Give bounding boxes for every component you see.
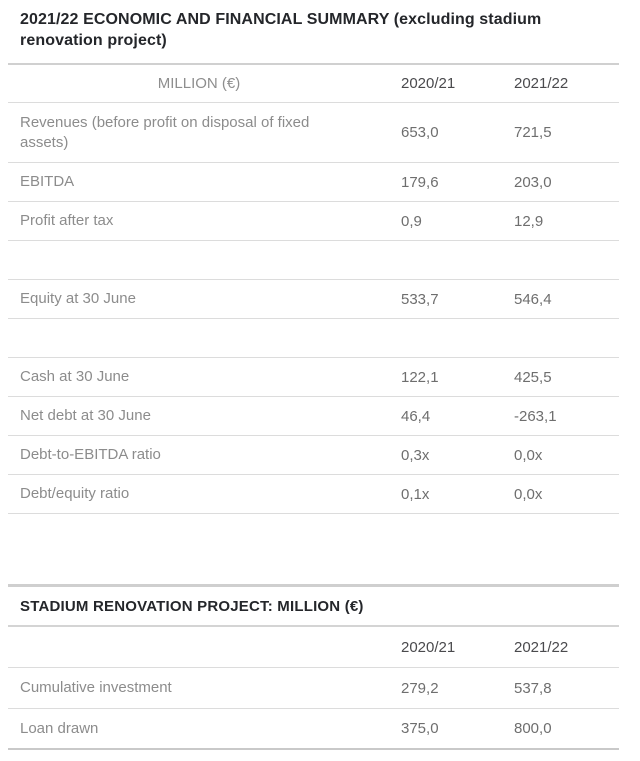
value-2020-21: 0,3x (401, 446, 430, 464)
row-label: Profit after tax (20, 212, 114, 229)
table-row-equity: Equity at 30 June 533,7 546,4 (8, 280, 619, 319)
value-2021-22: 800,0 (514, 720, 552, 737)
value-2021-22: 546,4 (514, 290, 552, 308)
table-row-debt-to-ebitda: Debt-to-EBITDA ratio 0,3x 0,0x (8, 436, 619, 475)
row-label: Loan drawn (20, 719, 99, 737)
table-row-profit-after-tax: Profit after tax 0,9 12,9 (8, 202, 619, 241)
value-2020-21: 533,7 (401, 290, 439, 308)
table-row-net-debt: Net debt at 30 June 46,4 -263,1 (8, 397, 619, 436)
value-2020-21: 375,0 (401, 720, 439, 737)
header-col-2021-22: 2021/22 (514, 638, 569, 656)
value-2020-21: 0,1x (401, 485, 430, 503)
table-row-debt-equity: Debt/equity ratio 0,1x 0,0x (8, 475, 619, 514)
table-row-cash: Cash at 30 June 122,1 425,5 (8, 358, 619, 397)
spacer-row (8, 319, 619, 358)
header-col-2020-21: 2020/21 (401, 75, 456, 92)
value-2021-22: 537,8 (514, 679, 552, 697)
value-2021-22: 721,5 (514, 124, 552, 141)
table-header-row: 2020/21 2021/22 (8, 627, 619, 668)
row-label: Cumulative investment (20, 679, 172, 696)
value-2021-22: 203,0 (514, 173, 552, 191)
value-2021-22: 0,0x (514, 446, 543, 464)
row-label: Net debt at 30 June (20, 407, 151, 424)
value-2020-21: 0,9 (401, 212, 422, 230)
table-row-loan-drawn: Loan drawn 375,0 800,0 (8, 709, 619, 750)
value-2020-21: 279,2 (401, 679, 439, 697)
value-2020-21: 122,1 (401, 368, 439, 386)
header-col-2021-22: 2021/22 (514, 75, 569, 92)
table-row-cumulative-investment: Cumulative investment 279,2 537,8 (8, 668, 619, 709)
row-label: Equity at 30 June (20, 290, 136, 307)
stadium-table: 2020/21 2021/22 Cumulative investment 27… (8, 627, 619, 750)
value-2021-22: 0,0x (514, 485, 543, 503)
table-header-row: MILLION (€) 2020/21 2021/22 (8, 65, 619, 103)
stadium-section-title-row: STADIUM RENOVATION PROJECT: MILLION (€) (8, 587, 619, 627)
value-2021-22: -263,1 (514, 407, 557, 425)
stadium-renovation-section: STADIUM RENOVATION PROJECT: MILLION (€) … (8, 584, 619, 750)
value-2020-21: 179,6 (401, 173, 439, 191)
table-row-ebitda: EBITDA 179,6 203,0 (8, 163, 619, 202)
header-col-2020-21: 2020/21 (401, 638, 456, 656)
row-label: Debt/equity ratio (20, 485, 130, 502)
economic-summary-table: MILLION (€) 2020/21 2021/22 Revenues (be… (8, 63, 619, 514)
page-title: 2021/22 ECONOMIC AND FINANCIAL SUMMARY (… (20, 11, 542, 49)
row-label: Revenues (before profit on disposal of f… (20, 113, 310, 151)
spacer-row (8, 241, 619, 280)
row-label: EBITDA (20, 173, 75, 190)
row-label: Debt-to-EBITDA ratio (20, 446, 161, 463)
value-2021-22: 425,5 (514, 368, 552, 386)
row-label: Cash at 30 June (20, 368, 130, 385)
stadium-section-title: STADIUM RENOVATION PROJECT: MILLION (€) (20, 597, 364, 615)
value-2021-22: 12,9 (514, 212, 544, 230)
value-2020-21: 46,4 (401, 407, 431, 425)
value-2020-21: 653,0 (401, 124, 439, 141)
table-row-revenues: Revenues (before profit on disposal of f… (8, 103, 619, 163)
header-label-million-eur: MILLION (€) (157, 74, 241, 92)
